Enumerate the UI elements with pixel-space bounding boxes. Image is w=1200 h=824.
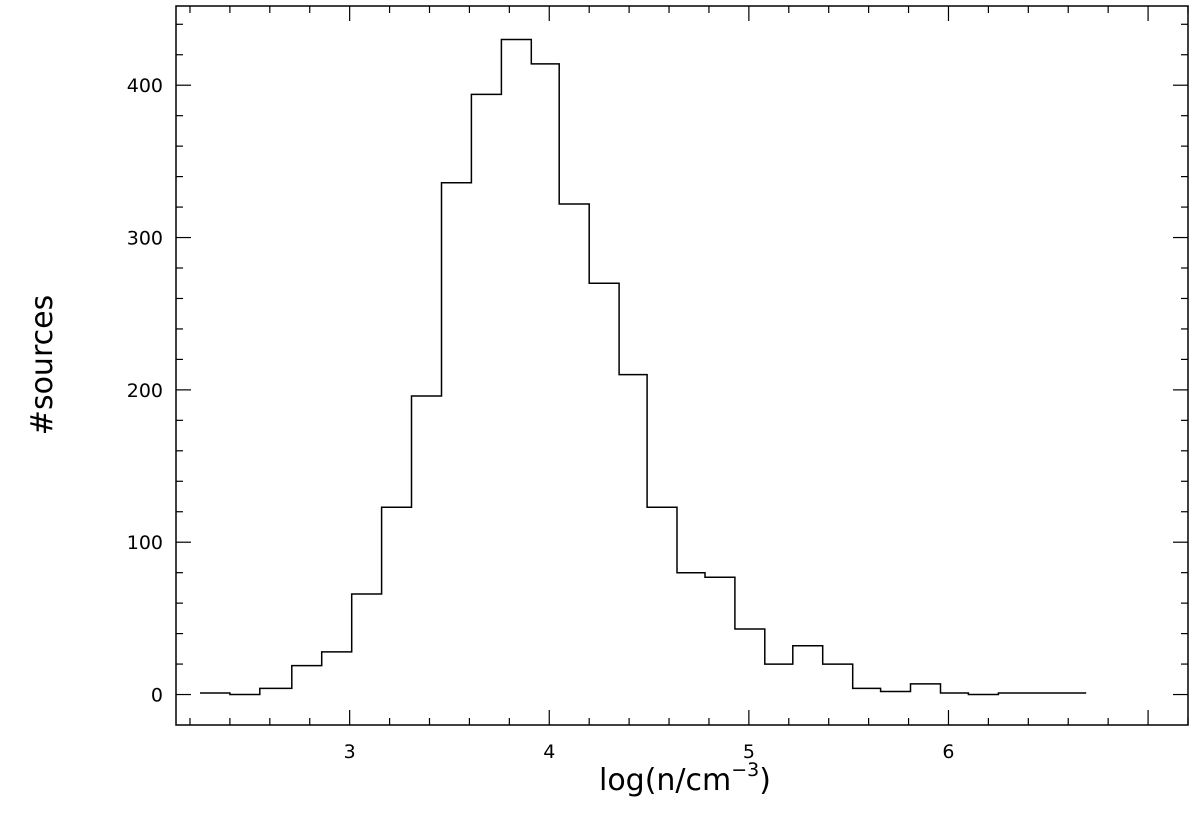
axis-ticks [176, 6, 1189, 725]
x-tick-label: 6 [942, 741, 954, 763]
y-tick-label: 0 [151, 685, 163, 707]
plot-frame [175, 5, 1189, 726]
y-tick-label: 300 [127, 228, 163, 250]
y-tick-label: 100 [127, 532, 163, 554]
x-tick-label: 4 [543, 741, 555, 763]
x-axis-title: log(n/cm−3) [599, 759, 771, 798]
x-tick-label: 5 [743, 741, 755, 763]
histogram-step-line [200, 38, 1087, 696]
x-tick-label: 3 [344, 741, 356, 763]
y-tick-label: 200 [127, 380, 163, 402]
y-tick-label: 400 [127, 75, 163, 97]
axis-tick-labels: 3 4 5 6 0 100 200 300 400 [127, 75, 955, 763]
y-axis-title: #sources [25, 295, 60, 435]
